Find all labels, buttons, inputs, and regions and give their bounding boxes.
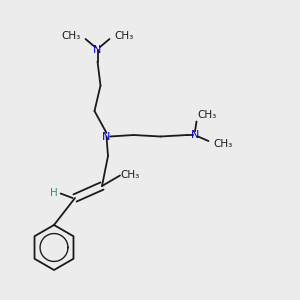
Text: N: N [191,130,199,140]
Text: CH₃: CH₃ [115,31,134,41]
Text: CH₃: CH₃ [197,110,216,121]
Text: H: H [50,188,58,199]
Text: N: N [93,44,102,55]
Text: CH₃: CH₃ [213,139,232,149]
Text: CH₃: CH₃ [121,170,140,180]
Text: CH₃: CH₃ [61,31,80,41]
Text: N: N [102,131,111,142]
